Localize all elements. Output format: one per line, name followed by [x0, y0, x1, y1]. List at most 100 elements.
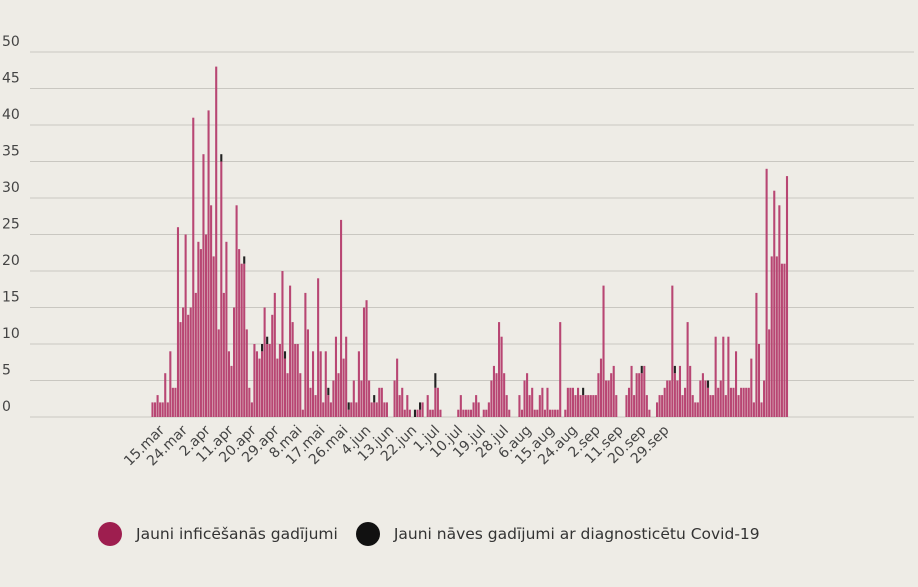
bar-cases	[210, 205, 213, 417]
bar-cases	[663, 387, 666, 417]
bar-cases	[398, 395, 401, 417]
y-tick-label: 20	[2, 253, 20, 269]
bar-cases	[215, 66, 218, 417]
bar-cases	[704, 380, 707, 417]
bar-cases	[684, 387, 687, 417]
bar-cases	[278, 344, 281, 417]
bar-deaths	[373, 395, 376, 403]
bar-cases	[301, 409, 304, 417]
bar-cases	[655, 402, 659, 417]
bar-cases	[610, 373, 613, 417]
bar-cases	[727, 336, 730, 417]
bar-cases	[161, 402, 164, 417]
legend-label-cases: Jauni inficēšanās gadījumi	[136, 525, 338, 543]
bar-cases	[396, 358, 399, 417]
y-tick-label: 45	[2, 71, 20, 87]
bar-cases	[615, 395, 618, 417]
x-axis-ticks: 15.mar24.mar2.apr11.apr20.apr29.apr8.mai…	[121, 422, 672, 469]
y-tick-label: 15	[2, 290, 20, 306]
bar-cases	[235, 205, 238, 417]
bar-cases	[281, 271, 284, 417]
bar-cases	[271, 314, 274, 417]
bar-cases	[681, 395, 684, 417]
y-tick-label: 0	[2, 399, 11, 415]
bar-deaths	[266, 336, 269, 344]
bar-cases	[217, 329, 220, 417]
bar-cases	[429, 409, 432, 417]
bar-cases	[439, 409, 442, 417]
bar-cases	[538, 395, 541, 417]
bar-cases	[643, 365, 646, 417]
bar-cases	[408, 409, 411, 417]
bar-cases	[495, 373, 498, 417]
bar-cases	[230, 365, 233, 417]
bar-cases	[714, 336, 717, 417]
bar-cases	[268, 344, 271, 417]
bar-cases	[551, 409, 554, 417]
bar-cases	[434, 387, 437, 417]
bar-cases	[666, 380, 669, 417]
bar-cases	[780, 263, 783, 417]
bar-cases	[569, 387, 572, 417]
bar-cases	[750, 358, 753, 417]
bar-cases	[492, 365, 496, 417]
bar-cases	[582, 395, 585, 417]
bar-cases	[587, 395, 590, 417]
bar-cases	[597, 373, 600, 417]
bar-cases	[457, 409, 460, 417]
bar-cases	[258, 358, 261, 417]
bar-cases	[317, 278, 320, 417]
bar-deaths	[419, 402, 422, 410]
bar-cases	[541, 387, 544, 417]
bar-cases	[505, 395, 508, 417]
bar-cases	[577, 387, 580, 417]
bar-cases	[757, 344, 761, 417]
bar-cases	[627, 387, 631, 417]
bar-cases	[322, 402, 325, 417]
bar-deaths	[413, 409, 417, 417]
bar-cases	[607, 380, 610, 417]
bar-cases	[184, 234, 187, 417]
bar-cases	[467, 409, 470, 417]
bar-cases	[554, 409, 557, 417]
bar-cases	[199, 249, 202, 417]
bar-cases	[696, 402, 699, 417]
bar-cases	[319, 351, 322, 417]
bar-cases	[571, 387, 574, 417]
bar-cases	[717, 387, 720, 417]
bar-cases	[701, 373, 704, 417]
bar-cases	[169, 351, 172, 417]
bar-cases	[255, 351, 259, 417]
bar-cases	[658, 395, 661, 417]
bar-cases	[556, 409, 559, 417]
bar-cases	[531, 387, 534, 417]
bar-cases	[459, 395, 462, 417]
bar-cases	[778, 205, 781, 417]
bar-cases	[329, 402, 332, 417]
bar-deaths	[347, 402, 350, 410]
bar-cases	[159, 402, 162, 417]
bar-cases	[266, 344, 269, 417]
bar-cases	[243, 263, 246, 417]
bar-cases	[719, 380, 722, 417]
bar-cases	[426, 395, 429, 417]
bar-cases	[276, 358, 279, 417]
bar-cases	[171, 387, 174, 417]
bar-cases	[579, 395, 582, 417]
bar-deaths	[434, 373, 437, 388]
bar-cases	[645, 395, 648, 417]
bar-cases	[309, 387, 312, 417]
bar-cases	[523, 380, 526, 417]
bar-cases	[773, 190, 776, 417]
bar-cases	[661, 395, 664, 417]
bar-cases	[360, 380, 363, 417]
bar-cases	[699, 380, 702, 417]
y-tick-label: 35	[2, 144, 20, 160]
bar-cases	[737, 395, 740, 417]
bar-cases	[204, 234, 208, 417]
bar-cases	[755, 292, 758, 417]
bar-cases	[482, 409, 485, 417]
bar-cases	[526, 373, 529, 417]
bar-cases	[760, 402, 763, 417]
